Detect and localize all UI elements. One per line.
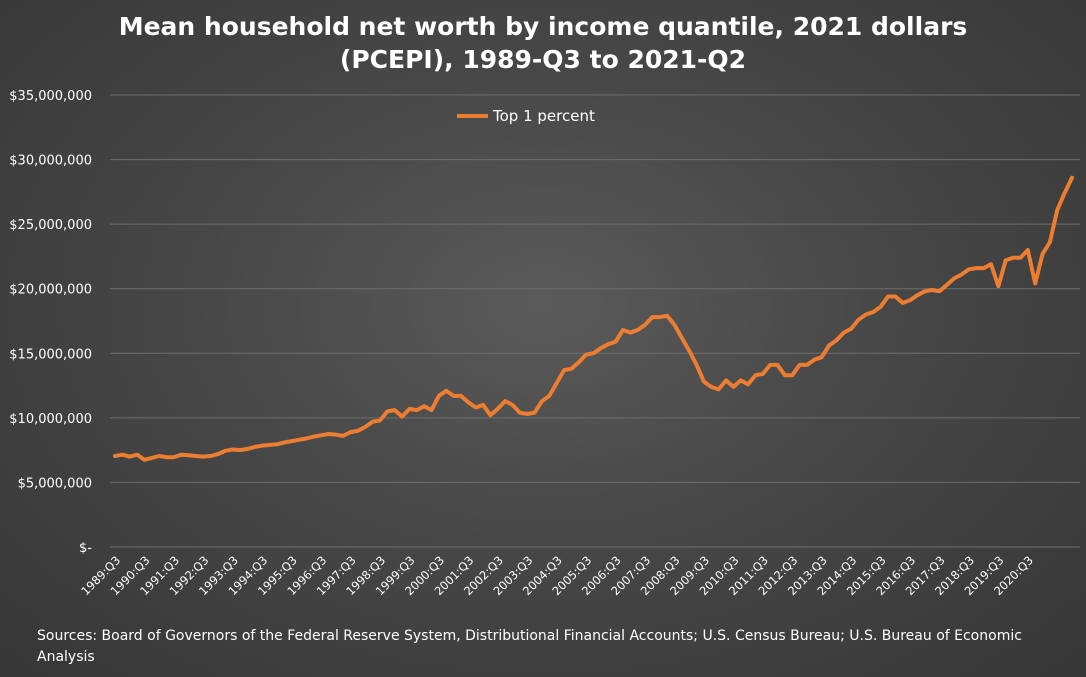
chart-title: Mean household net worth by income quant… <box>0 10 1086 76</box>
y-tick-label: $- <box>79 541 92 556</box>
x-axis-tick-labels: 1989:Q31990:Q31991:Q31992:Q31993:Q31994:… <box>78 553 1036 598</box>
series-line-top-1-percent <box>113 175 1074 462</box>
y-tick-label: $10,000,000 <box>9 412 92 427</box>
legend: Top 1 percent <box>457 107 595 125</box>
y-tick-label: $15,000,000 <box>9 347 92 362</box>
y-tick-label: $25,000,000 <box>9 218 92 233</box>
y-tick-label: $30,000,000 <box>9 154 92 169</box>
gridlines <box>110 94 1080 548</box>
legend-label-top-1-percent: Top 1 percent <box>492 107 595 125</box>
y-tick-label: $5,000,000 <box>18 476 92 491</box>
y-tick-label: $35,000,000 <box>9 89 92 104</box>
source-note: Sources: Board of Governors of the Feder… <box>37 628 1022 665</box>
chart-title-line-1: Mean household net worth by income quant… <box>118 12 968 41</box>
series-lines <box>113 175 1074 462</box>
y-tick-label: $20,000,000 <box>9 283 92 298</box>
chart-title-line-2: (PCEPI), 1989-Q3 to 2021-Q2 <box>339 45 747 74</box>
y-axis-tick-labels: $- $5,000,000 $10,000,000 $15,000,000 $20,00… <box>9 89 92 556</box>
